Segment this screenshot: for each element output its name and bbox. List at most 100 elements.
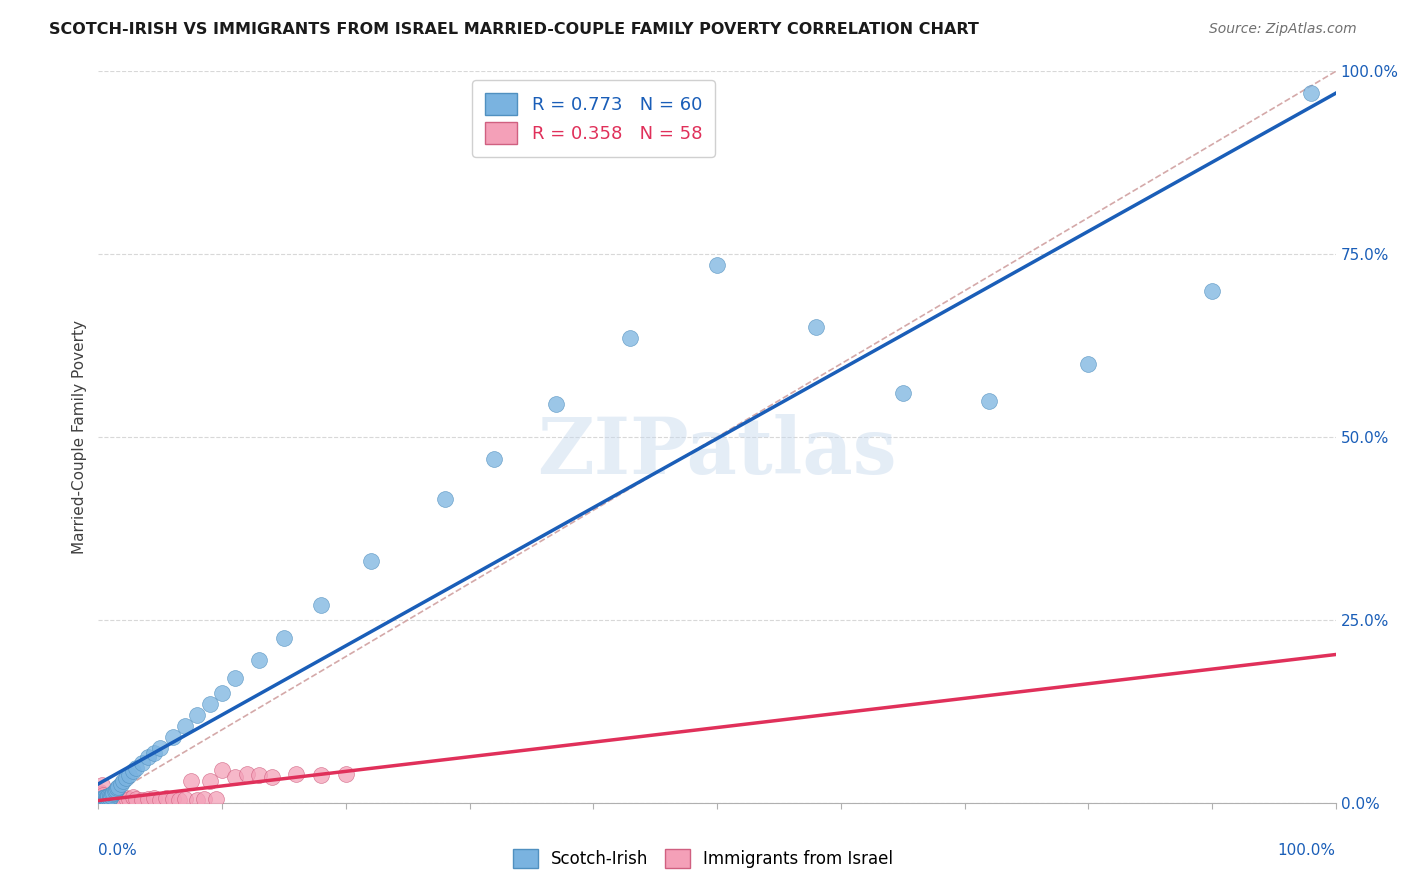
Point xyxy=(104,793,127,807)
Point xyxy=(114,771,136,785)
Point xyxy=(224,770,246,784)
Point xyxy=(143,746,166,760)
Point xyxy=(107,780,129,794)
Point xyxy=(162,730,184,744)
Point xyxy=(97,792,120,806)
Point xyxy=(124,761,146,775)
Point xyxy=(198,773,221,788)
Point xyxy=(91,791,114,805)
Point xyxy=(93,794,115,808)
Point xyxy=(90,787,112,801)
Point xyxy=(174,719,197,733)
Point xyxy=(260,770,283,784)
Point xyxy=(1201,284,1223,298)
Point xyxy=(89,794,111,808)
Point xyxy=(91,794,114,808)
Point xyxy=(105,781,128,796)
Point xyxy=(98,789,121,803)
Legend: R = 0.773   N = 60, R = 0.358   N = 58: R = 0.773 N = 60, R = 0.358 N = 58 xyxy=(472,80,714,157)
Point xyxy=(706,258,728,272)
Text: 0.0%: 0.0% xyxy=(98,843,138,858)
Text: 100.0%: 100.0% xyxy=(1278,843,1336,858)
Point xyxy=(91,777,114,792)
Point xyxy=(136,750,159,764)
Point xyxy=(89,794,111,808)
Point xyxy=(285,766,308,780)
Point xyxy=(114,791,136,805)
Point xyxy=(619,331,641,345)
Point xyxy=(89,789,111,804)
Text: Source: ZipAtlas.com: Source: ZipAtlas.com xyxy=(1209,22,1357,37)
Point xyxy=(211,686,233,700)
Point xyxy=(149,793,172,807)
Point xyxy=(247,768,270,782)
Point xyxy=(891,386,914,401)
Point xyxy=(107,794,129,808)
Point xyxy=(198,697,221,711)
Point xyxy=(174,792,197,806)
Point xyxy=(149,740,172,755)
Point xyxy=(93,789,115,803)
Point xyxy=(90,794,112,808)
Point xyxy=(309,599,332,613)
Point xyxy=(93,794,115,808)
Point xyxy=(94,793,117,807)
Point xyxy=(101,787,124,801)
Point xyxy=(122,789,145,804)
Point xyxy=(103,786,125,800)
Point xyxy=(103,784,125,798)
Point xyxy=(112,793,135,807)
Point xyxy=(103,792,125,806)
Point xyxy=(90,791,112,805)
Point xyxy=(247,653,270,667)
Point xyxy=(98,794,121,808)
Point xyxy=(90,794,112,808)
Point xyxy=(433,492,456,507)
Point xyxy=(97,791,120,805)
Point xyxy=(96,791,118,805)
Point xyxy=(94,794,117,808)
Point xyxy=(224,672,246,686)
Point xyxy=(100,793,122,807)
Point xyxy=(112,773,135,788)
Point xyxy=(90,795,112,809)
Point xyxy=(360,554,382,568)
Point xyxy=(118,792,141,806)
Point xyxy=(105,791,128,805)
Point xyxy=(162,792,184,806)
Text: ZIPatlas: ZIPatlas xyxy=(537,414,897,490)
Point xyxy=(91,793,114,807)
Point xyxy=(143,791,166,805)
Point xyxy=(136,792,159,806)
Point xyxy=(89,794,111,808)
Point xyxy=(804,320,827,334)
Point xyxy=(110,777,132,791)
Point xyxy=(93,794,115,808)
Point xyxy=(124,792,146,806)
Point xyxy=(94,792,117,806)
Point xyxy=(167,793,190,807)
Point xyxy=(97,794,120,808)
Point xyxy=(131,756,153,770)
Point xyxy=(101,794,124,808)
Point xyxy=(546,397,568,411)
Point xyxy=(93,794,115,808)
Point xyxy=(211,763,233,777)
Point xyxy=(100,789,122,804)
Point xyxy=(155,791,177,805)
Point xyxy=(90,793,112,807)
Point xyxy=(205,792,228,806)
Point xyxy=(91,792,114,806)
Point xyxy=(273,632,295,646)
Point xyxy=(1299,87,1322,101)
Point xyxy=(96,794,118,808)
Legend: Scotch-Irish, Immigrants from Israel: Scotch-Irish, Immigrants from Israel xyxy=(506,843,900,875)
Point xyxy=(93,789,115,804)
Point xyxy=(309,768,332,782)
Point xyxy=(131,793,153,807)
Point xyxy=(484,452,506,467)
Point xyxy=(98,790,121,805)
Point xyxy=(103,794,125,808)
Text: SCOTCH-IRISH VS IMMIGRANTS FROM ISRAEL MARRIED-COUPLE FAMILY POVERTY CORRELATION: SCOTCH-IRISH VS IMMIGRANTS FROM ISRAEL M… xyxy=(49,22,979,37)
Point xyxy=(122,764,145,778)
